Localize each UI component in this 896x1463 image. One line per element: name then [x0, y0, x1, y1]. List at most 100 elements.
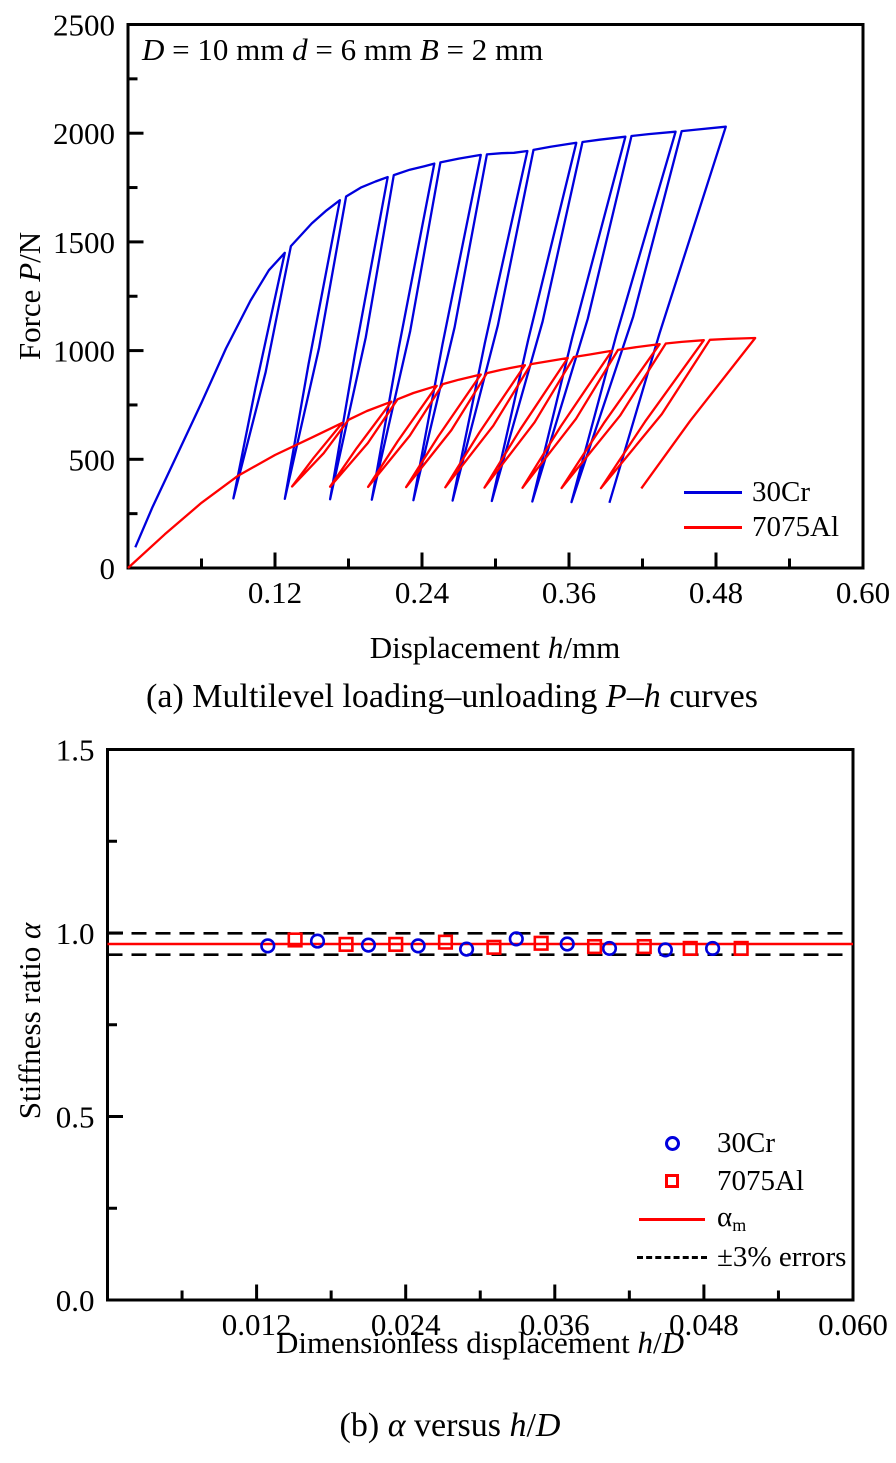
solid-line-swatch [639, 1217, 705, 1221]
legend-swatch-circle [637, 1135, 707, 1151]
scatter-point-30cr [360, 937, 377, 953]
text-part: α [717, 1201, 733, 1234]
y-tick-label-b: 0.5 [56, 1100, 95, 1135]
legend-line-swatch [684, 526, 742, 529]
text-part: versus [405, 1407, 510, 1444]
text-part: / [653, 1325, 662, 1360]
chart-a-x-axis-title: Displacement h/mm [370, 630, 621, 666]
text-part: 7075Al [717, 1164, 804, 1197]
chart-b-x-axis-title: Dimensionless displacement h/D [276, 1325, 684, 1361]
x-tick-label-a: 0.24 [395, 575, 450, 610]
scatter-point-7075al [586, 938, 603, 955]
legend-swatch-square [637, 1174, 707, 1188]
legend-label: 7075Al [752, 511, 839, 543]
text-part: Dimensionless displacement [275, 1325, 638, 1360]
x-tick-label-a: 0.36 [542, 575, 596, 610]
scatter-point-7075al [287, 932, 303, 948]
x-tick-label-b: 0.048 [669, 1307, 739, 1342]
legend-label: 30Cr [752, 476, 810, 508]
text-part: D [661, 1325, 685, 1360]
legend-label: 7075Al [717, 1165, 804, 1198]
text-part: curves [660, 678, 758, 715]
legend-swatch-dashed-line [637, 1255, 707, 1259]
scatter-point-30cr [458, 941, 475, 957]
text-part: P [12, 262, 47, 282]
scatter-point-7075al [733, 940, 749, 957]
text-part: /N [12, 231, 47, 263]
curve-30cr [134, 125, 727, 548]
y-tick-label-a: 2000 [53, 116, 115, 151]
text-part: 30Cr [717, 1126, 775, 1159]
x-tick-label-a: 0.60 [836, 575, 890, 610]
plot-frame-a [126, 23, 865, 570]
text-part: h [509, 1407, 527, 1444]
y-tick-label-b: 0.0 [56, 1283, 95, 1318]
scatter-point-30cr [508, 931, 524, 947]
legend-item-dashed-line: ±3% errors [637, 1238, 846, 1276]
text-part: h [643, 678, 661, 715]
x-tick-label-b: 0.036 [520, 1307, 590, 1342]
legend-label: ±3% errors [717, 1241, 846, 1274]
scatter-point-7075al [338, 936, 354, 952]
chart-a-caption: (a) Multilevel loading–unloading P–h cur… [146, 678, 758, 716]
plot-frame-b [106, 748, 855, 1302]
x-tick-label-b: 0.060 [818, 1307, 888, 1342]
scatter-point-7075al [388, 936, 404, 952]
square-marker-icon [665, 1174, 679, 1188]
text-part: = 6 mm [307, 32, 420, 67]
scatter-point-30cr [410, 938, 426, 954]
y-tick-label-a: 2500 [53, 8, 115, 43]
scatter-point-30cr [601, 940, 618, 957]
text-part: = 10 mm [164, 32, 293, 67]
dashed-line-swatch [637, 1255, 707, 1259]
text-part: Displacement [369, 630, 548, 665]
text-part: α [387, 1407, 406, 1444]
text-part: D [142, 32, 165, 67]
legend-item-7075al: 7075Al [684, 510, 839, 545]
y-tick-label-a: 1500 [53, 225, 115, 260]
y-tick-label-a: 500 [69, 442, 116, 477]
legend-label: αm [717, 1201, 746, 1236]
text-part: m [732, 1215, 747, 1236]
text-part: – [626, 678, 644, 715]
legend-swatch-solid-line [637, 1217, 707, 1221]
text-part: ±3% errors [717, 1240, 847, 1273]
text-part: Stiffness ratio [12, 939, 47, 1120]
scatter-point-30cr [559, 936, 575, 952]
y-tick-label-b: 1.0 [56, 916, 95, 951]
text-part: α [12, 922, 47, 940]
legend-item-square: 7075Al [637, 1162, 846, 1200]
text-part: / [526, 1407, 536, 1444]
scatter-point-30cr [704, 940, 721, 957]
scatter-point-7075al [682, 940, 698, 957]
scatter-point-30cr [260, 938, 276, 954]
x-tick-label-b: 0.012 [222, 1307, 292, 1342]
scatter-point-7075al [437, 934, 454, 950]
chart-a-legend: 30Cr 7075Al [684, 475, 839, 545]
y-tick-label-a: 1000 [53, 334, 115, 369]
y-tick-label-b: 1.5 [56, 733, 95, 768]
legend-item-solid-line: αm [637, 1200, 846, 1238]
text-part: (a) Multilevel loading–unloading [146, 678, 606, 715]
chart-b-legend: 30Cr 7075Al αm ±3% errors [637, 1124, 846, 1276]
chart-b-caption: (b) α versus h/D [340, 1407, 561, 1445]
curve-7075al [127, 336, 757, 569]
scatter-point-7075al [486, 939, 502, 955]
text-part: h [637, 1325, 654, 1360]
text-part: = 2 mm [438, 32, 544, 67]
text-part: /mm [563, 630, 621, 665]
text-part: B [419, 32, 439, 67]
legend-item-30cr: 30Cr [684, 475, 839, 510]
scatter-point-7075al [533, 935, 549, 951]
x-tick-label-a: 0.48 [689, 575, 743, 610]
chart-b-y-axis-title: Stiffness ratio α [12, 923, 48, 1120]
x-tick-label-b: 0.024 [371, 1307, 441, 1342]
legend-line-swatch [684, 491, 742, 494]
chart-a-y-axis-title: Force P/N [12, 232, 48, 360]
scatter-point-7075al [636, 938, 652, 955]
legend-label: 30Cr [717, 1127, 775, 1160]
scatter-point-30cr [309, 933, 326, 949]
chart-a-annotation: D = 10 mm d = 6 mm B = 2 mm [142, 32, 543, 68]
